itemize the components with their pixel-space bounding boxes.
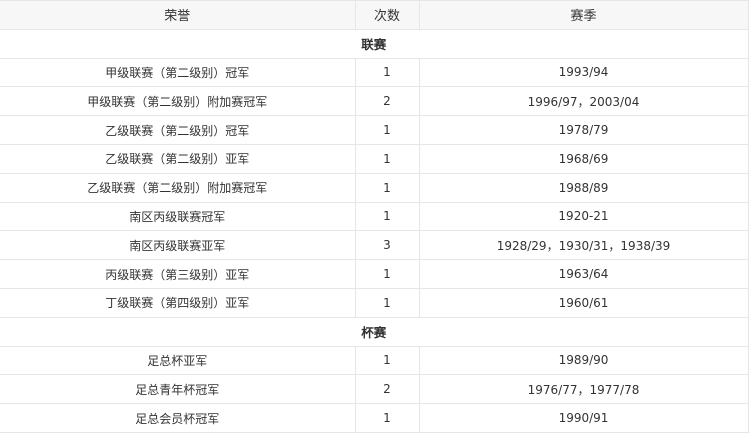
cell-season: 1920-21 (418, 201, 749, 232)
cell-honor: 甲级联赛（第二级别）冠军 (0, 57, 356, 88)
section-title: 杯赛 (0, 316, 749, 347)
cell-honor: 乙级联赛（第二级别）附加赛冠军 (0, 172, 356, 203)
table-row: 丙级联赛（第三级别）亚军 1 1963/64 (0, 259, 749, 289)
cell-season: 1990/91 (418, 403, 749, 433)
cell-count: 1 (354, 172, 420, 203)
cell-count: 1 (354, 287, 420, 318)
header-season: 赛季 (418, 0, 749, 30)
cell-season: 1968/69 (418, 143, 749, 174)
table-row: 南区丙级联赛亚军 3 1928/29，1930/31，1938/39 (0, 230, 749, 261)
cell-season: 1993/94 (418, 57, 749, 88)
table-header-row: 荣誉 次数 赛季 (0, 0, 749, 30)
section-title: 联赛 (0, 28, 749, 59)
cell-honor: 乙级联赛（第二级别）冠军 (0, 115, 356, 145)
table-row: 丁级联赛（第四级别）亚军 1 1960/61 (0, 287, 749, 318)
cell-count: 2 (354, 374, 420, 405)
header-honor: 荣誉 (0, 0, 356, 30)
section-row: 杯赛 (0, 316, 749, 347)
table-row: 南区丙级联赛冠军 1 1920-21 (0, 201, 749, 232)
cell-season: 1963/64 (418, 259, 749, 289)
section-row: 联赛 (0, 28, 749, 59)
cell-honor: 南区丙级联赛亚军 (0, 230, 356, 261)
cell-honor: 丙级联赛（第三级别）亚军 (0, 259, 356, 289)
cell-honor: 足总杯亚军 (0, 345, 356, 376)
cell-honor: 足总会员杯冠军 (0, 403, 356, 433)
header-count: 次数 (354, 0, 420, 30)
cell-honor: 乙级联赛（第二级别）亚军 (0, 143, 356, 174)
cell-honor: 南区丙级联赛冠军 (0, 201, 356, 232)
cell-honor: 足总青年杯冠军 (0, 374, 356, 405)
table-row: 足总杯亚军 1 1989/90 (0, 345, 749, 376)
cell-count: 1 (354, 57, 420, 88)
cell-season: 1978/79 (418, 115, 749, 145)
table-row: 足总青年杯冠军 2 1976/77，1977/78 (0, 374, 749, 405)
table-row: 乙级联赛（第二级别）附加赛冠军 1 1988/89 (0, 172, 749, 203)
cell-count: 1 (354, 201, 420, 232)
cell-season: 1928/29，1930/31，1938/39 (418, 230, 749, 261)
cell-count: 3 (354, 230, 420, 261)
cell-season: 1989/90 (418, 345, 749, 376)
cell-season: 1960/61 (418, 287, 749, 318)
cell-honor: 甲级联赛（第二级别）附加赛冠军 (0, 86, 356, 117)
table-row: 足总会员杯冠军 1 1990/91 (0, 403, 749, 433)
cell-count: 1 (354, 115, 420, 145)
table-row: 甲级联赛（第二级别）冠军 1 1993/94 (0, 57, 749, 88)
cell-season: 1996/97，2003/04 (418, 86, 749, 117)
cell-season: 1988/89 (418, 172, 749, 203)
cell-count: 2 (354, 86, 420, 117)
cell-count: 1 (354, 403, 420, 433)
table-row: 乙级联赛（第二级别）亚军 1 1968/69 (0, 143, 749, 174)
table-row: 甲级联赛（第二级别）附加赛冠军 2 1996/97，2003/04 (0, 86, 749, 117)
cell-count: 1 (354, 259, 420, 289)
table-row: 乙级联赛（第二级别）冠军 1 1978/79 (0, 115, 749, 145)
cell-count: 1 (354, 345, 420, 376)
cell-count: 1 (354, 143, 420, 174)
table-body: 联赛 甲级联赛（第二级别）冠军 1 1993/94 甲级联赛（第二级别）附加赛冠军 2 19… (0, 28, 749, 433)
cell-season: 1976/77，1977/78 (418, 374, 749, 405)
cell-honor: 丁级联赛（第四级别）亚军 (0, 287, 356, 318)
